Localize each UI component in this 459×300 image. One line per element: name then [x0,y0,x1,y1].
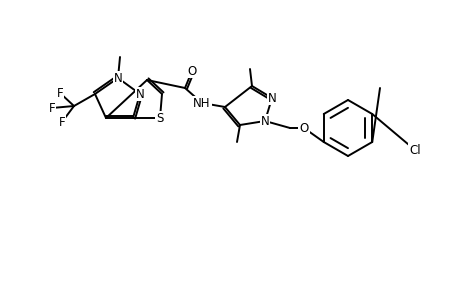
Text: N: N [113,71,122,85]
Text: NH: NH [193,97,210,110]
Text: F: F [56,86,63,100]
Text: Cl: Cl [409,143,420,157]
Text: N: N [135,88,144,100]
Text: S: S [156,112,163,124]
Text: O: O [187,64,196,77]
Text: N: N [260,115,269,128]
Text: O: O [299,122,308,134]
Text: N: N [267,92,276,104]
Text: F: F [49,101,55,115]
Text: F: F [59,116,65,128]
